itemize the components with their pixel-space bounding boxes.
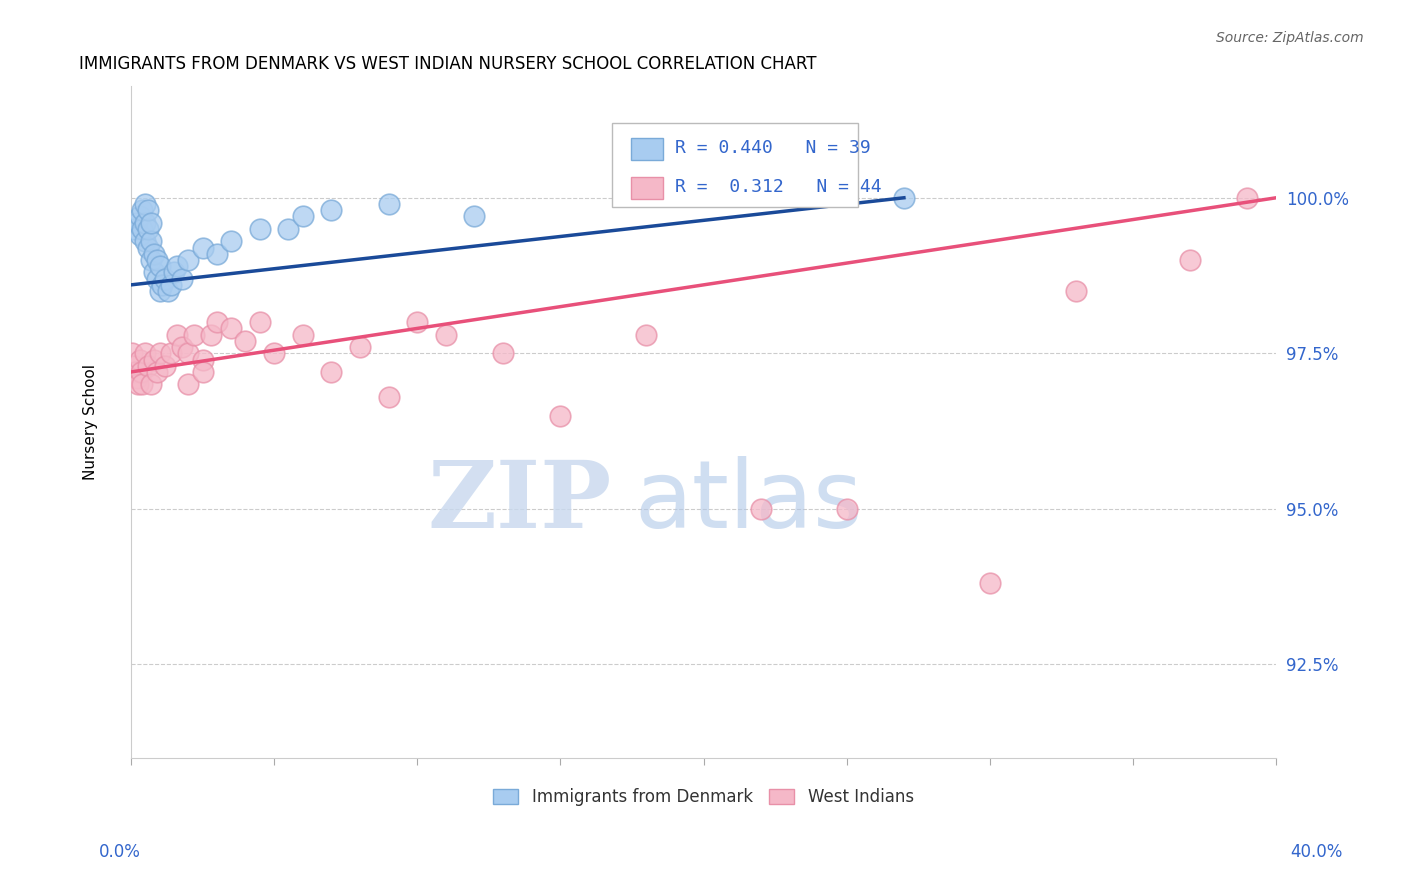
- Point: [163, 265, 186, 279]
- Point: [205, 315, 228, 329]
- Point: [263, 346, 285, 360]
- Point: [160, 346, 183, 360]
- Point: [134, 346, 156, 360]
- Point: [177, 377, 200, 392]
- Point: [550, 409, 572, 423]
- Point: [249, 222, 271, 236]
- Point: [136, 241, 159, 255]
- Point: [139, 377, 162, 392]
- Point: [749, 501, 772, 516]
- Point: [321, 365, 343, 379]
- Point: [145, 271, 167, 285]
- Point: [142, 265, 165, 279]
- Point: [139, 252, 162, 267]
- Point: [172, 340, 194, 354]
- Point: [134, 197, 156, 211]
- Point: [131, 203, 153, 218]
- Point: [463, 210, 485, 224]
- Point: [191, 352, 214, 367]
- Point: [200, 327, 222, 342]
- Point: [152, 277, 174, 292]
- Point: [131, 377, 153, 392]
- Point: [142, 352, 165, 367]
- Point: [277, 222, 299, 236]
- Point: [155, 359, 177, 373]
- Point: [235, 334, 257, 348]
- Text: Source: ZipAtlas.com: Source: ZipAtlas.com: [1216, 31, 1364, 45]
- Point: [139, 235, 162, 249]
- Point: [205, 246, 228, 260]
- Point: [124, 365, 146, 379]
- Point: [1064, 284, 1087, 298]
- Text: IMMIGRANTS FROM DENMARK VS WEST INDIAN NURSERY SCHOOL CORRELATION CHART: IMMIGRANTS FROM DENMARK VS WEST INDIAN N…: [79, 55, 817, 73]
- Point: [155, 271, 177, 285]
- Text: R =  0.312   N = 44: R = 0.312 N = 44: [675, 178, 882, 196]
- Point: [835, 501, 858, 516]
- Point: [127, 377, 149, 392]
- FancyBboxPatch shape: [631, 178, 664, 199]
- Text: 0.0%: 0.0%: [98, 843, 141, 861]
- Point: [979, 576, 1001, 591]
- Point: [128, 352, 150, 367]
- Point: [191, 241, 214, 255]
- Point: [349, 340, 371, 354]
- Point: [377, 390, 399, 404]
- Point: [129, 365, 152, 379]
- Point: [166, 327, 188, 342]
- Point: [1180, 252, 1202, 267]
- Point: [148, 284, 170, 298]
- Point: [125, 371, 148, 385]
- Point: [183, 327, 205, 342]
- Point: [145, 365, 167, 379]
- Point: [160, 277, 183, 292]
- Point: [136, 359, 159, 373]
- Point: [145, 252, 167, 267]
- Point: [166, 259, 188, 273]
- Point: [136, 222, 159, 236]
- FancyBboxPatch shape: [612, 123, 858, 207]
- Point: [136, 203, 159, 218]
- Point: [177, 346, 200, 360]
- Text: Nursery School: Nursery School: [83, 364, 98, 480]
- Point: [139, 216, 162, 230]
- Point: [131, 222, 153, 236]
- Text: R = 0.440   N = 39: R = 0.440 N = 39: [675, 139, 870, 157]
- Point: [148, 259, 170, 273]
- Point: [177, 252, 200, 267]
- Point: [249, 315, 271, 329]
- Point: [219, 321, 242, 335]
- Text: ZIP: ZIP: [427, 458, 612, 548]
- Legend: Immigrants from Denmark, West Indians: Immigrants from Denmark, West Indians: [486, 781, 921, 814]
- Point: [219, 235, 242, 249]
- Point: [121, 346, 143, 360]
- Point: [377, 197, 399, 211]
- Point: [321, 203, 343, 218]
- Point: [172, 271, 194, 285]
- Point: [893, 191, 915, 205]
- Point: [157, 284, 180, 298]
- Point: [134, 216, 156, 230]
- Point: [1236, 191, 1258, 205]
- Point: [128, 228, 150, 243]
- Point: [191, 365, 214, 379]
- Point: [128, 210, 150, 224]
- Point: [134, 235, 156, 249]
- Point: [142, 246, 165, 260]
- Text: atlas: atlas: [634, 457, 863, 549]
- Point: [291, 210, 314, 224]
- Point: [636, 327, 658, 342]
- Point: [122, 222, 145, 236]
- Point: [434, 327, 457, 342]
- Text: 40.0%: 40.0%: [1291, 843, 1343, 861]
- Point: [122, 359, 145, 373]
- Point: [125, 216, 148, 230]
- Point: [291, 327, 314, 342]
- Point: [148, 346, 170, 360]
- Point: [492, 346, 515, 360]
- Point: [406, 315, 429, 329]
- FancyBboxPatch shape: [631, 138, 664, 160]
